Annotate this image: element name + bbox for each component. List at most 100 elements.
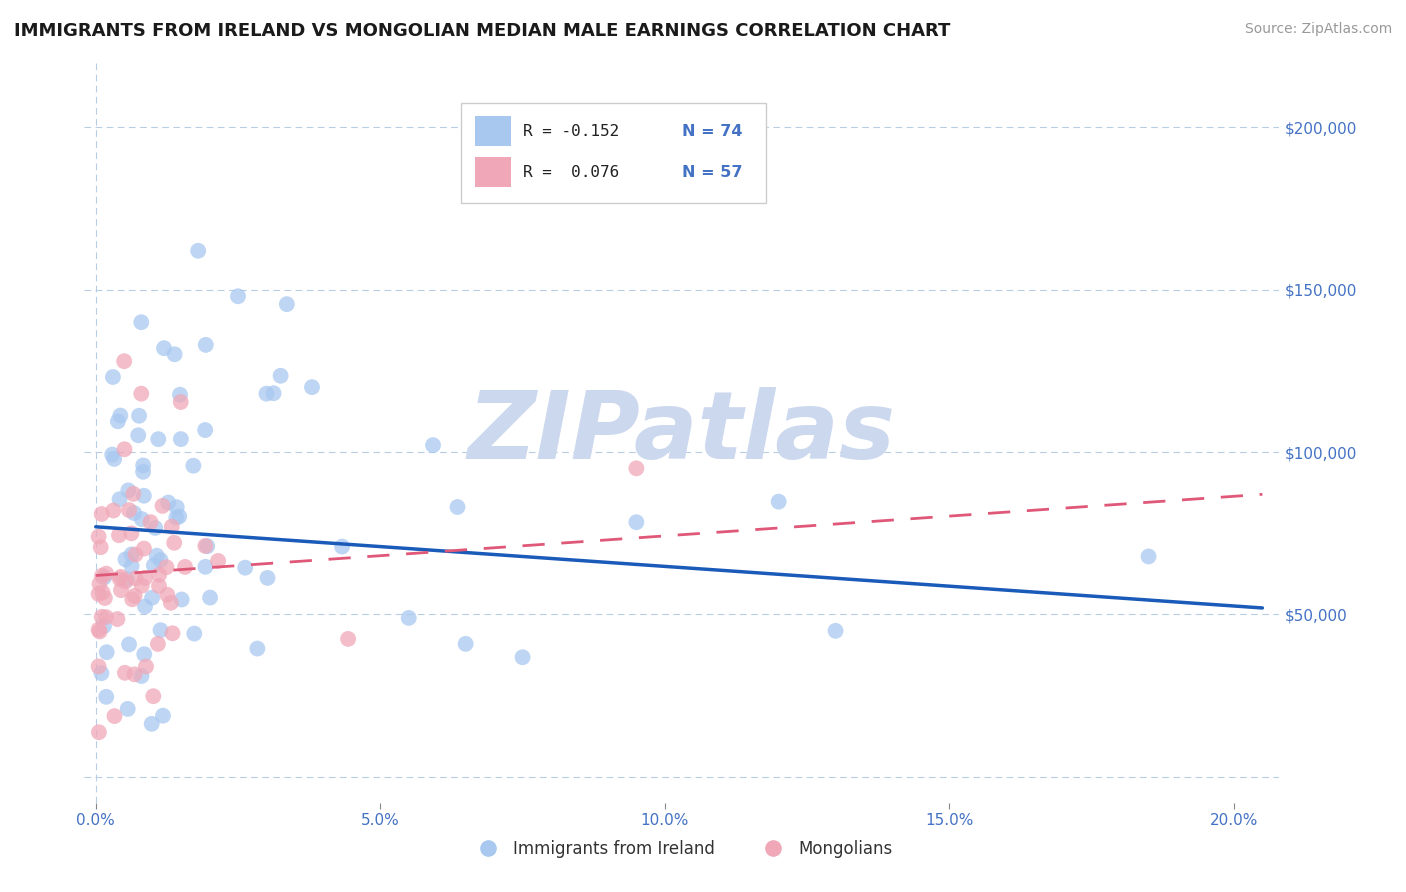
Point <box>87 725 110 739</box>
Point <box>127 428 149 442</box>
Point <box>120 526 142 541</box>
Point <box>162 626 184 640</box>
Point <box>96 566 118 581</box>
Text: Source: ZipAtlas.com: Source: ZipAtlas.com <box>1244 22 1392 37</box>
Point <box>330 540 353 554</box>
Point <box>124 667 146 681</box>
Point <box>114 665 136 680</box>
Point <box>103 503 125 517</box>
Point <box>626 461 648 475</box>
Point <box>146 637 169 651</box>
Text: N = 74: N = 74 <box>682 124 742 139</box>
Point <box>90 666 112 681</box>
Point <box>87 623 110 637</box>
Point <box>165 510 187 524</box>
Point <box>110 409 132 423</box>
Point <box>118 503 141 517</box>
Bar <box>475 117 510 146</box>
Point <box>149 553 172 567</box>
Point <box>131 579 153 593</box>
Point <box>87 587 110 601</box>
Point <box>153 341 176 355</box>
Point <box>107 612 129 626</box>
Point <box>139 515 162 529</box>
Point <box>160 596 183 610</box>
Point <box>110 570 132 584</box>
Point <box>194 539 217 553</box>
Text: IMMIGRANTS FROM IRELAND VS MONGOLIAN MEDIAN MALE EARNINGS CORRELATION CHART: IMMIGRANTS FROM IRELAND VS MONGOLIAN MED… <box>14 22 950 40</box>
Point <box>824 624 846 638</box>
Point <box>768 494 790 508</box>
Point <box>160 519 183 533</box>
Point <box>163 536 186 550</box>
Point <box>256 571 278 585</box>
Point <box>422 438 444 452</box>
Point <box>141 591 163 605</box>
Point <box>89 624 111 639</box>
Point <box>96 645 118 659</box>
Point <box>156 588 179 602</box>
Point <box>187 244 209 258</box>
Point <box>626 515 648 529</box>
Point <box>124 548 146 562</box>
Point <box>226 289 249 303</box>
Point <box>398 611 420 625</box>
Point <box>91 568 114 582</box>
Point <box>117 702 139 716</box>
Point <box>155 560 177 574</box>
FancyBboxPatch shape <box>461 103 766 203</box>
Point <box>118 637 141 651</box>
Point <box>148 567 170 582</box>
Point <box>157 495 180 509</box>
Point <box>129 386 152 401</box>
Point <box>170 432 193 446</box>
Point <box>89 576 111 591</box>
Point <box>166 500 188 515</box>
Point <box>114 574 136 589</box>
Point <box>132 489 155 503</box>
Point <box>114 442 136 457</box>
Point <box>145 549 167 563</box>
Point <box>183 626 205 640</box>
Point <box>128 409 150 423</box>
Point <box>122 487 145 501</box>
Point <box>198 591 221 605</box>
Point <box>122 506 145 520</box>
Point <box>301 380 323 394</box>
Point <box>183 458 205 473</box>
Point <box>129 315 152 329</box>
Point <box>246 641 269 656</box>
Point <box>121 548 143 562</box>
Point <box>152 499 174 513</box>
Point <box>107 414 129 428</box>
Point <box>103 709 125 723</box>
Point <box>131 669 153 683</box>
Bar <box>475 157 510 186</box>
Point <box>142 558 165 573</box>
Point <box>169 387 191 401</box>
Point <box>194 338 217 352</box>
Point <box>148 579 170 593</box>
Point <box>142 689 165 703</box>
Point <box>101 370 124 384</box>
Point <box>270 368 292 383</box>
Point <box>101 448 124 462</box>
Point <box>454 637 477 651</box>
Point <box>141 716 163 731</box>
Point <box>263 386 285 401</box>
Point <box>132 458 155 473</box>
Point <box>93 570 115 584</box>
Point <box>94 610 117 624</box>
Point <box>207 554 229 568</box>
Point <box>167 509 190 524</box>
Point <box>103 451 125 466</box>
Point <box>337 632 360 646</box>
Point <box>115 572 138 586</box>
Point <box>194 559 217 574</box>
Point <box>90 507 112 521</box>
Point <box>1137 549 1160 564</box>
Point <box>96 690 118 704</box>
Text: R =  0.076: R = 0.076 <box>523 164 619 179</box>
Point <box>134 599 156 614</box>
Point <box>148 432 170 446</box>
